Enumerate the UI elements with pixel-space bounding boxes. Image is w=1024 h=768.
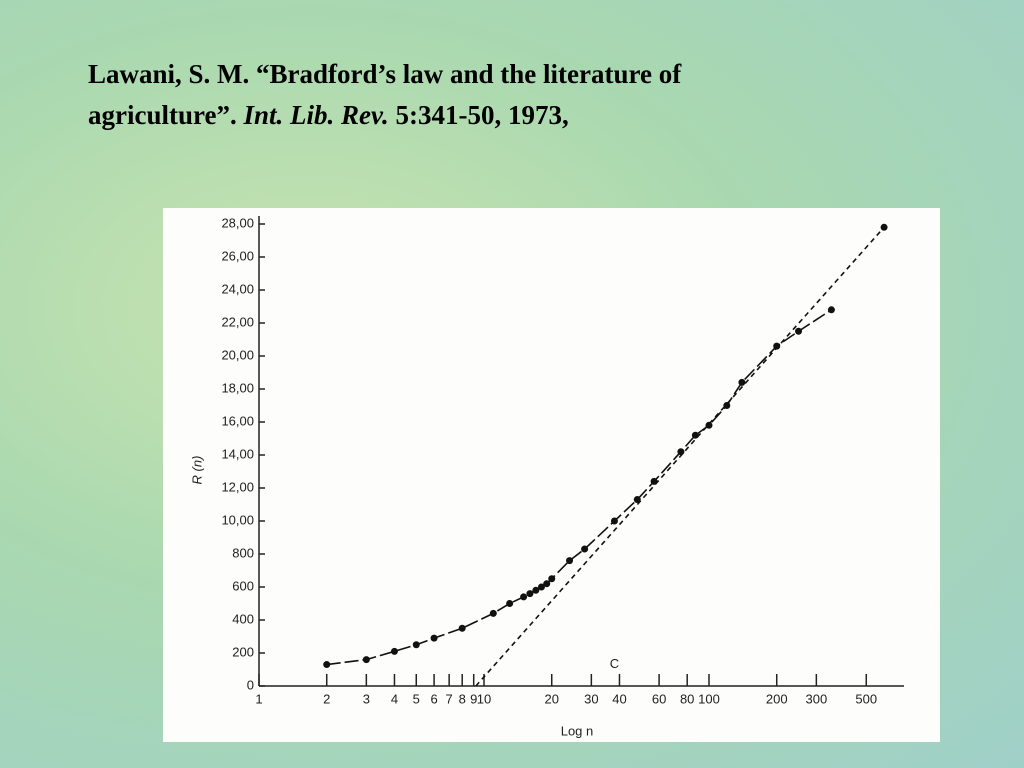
x-tick-label: 300 [806,691,828,706]
data-point [506,600,514,607]
y-tick-label: 28,00 [221,215,254,230]
data-point [430,634,438,642]
y-tick-label: 14,00 [221,446,254,461]
data-point [581,545,589,553]
data-point [610,517,618,525]
x-tick-label: 5 [413,691,420,706]
citation-text: 5:341-50, 1973, [395,100,569,130]
data-point [532,586,540,594]
y-tick-label: 24,00 [221,281,254,296]
data-point [633,496,641,504]
x-tick-label: 30 [584,691,598,706]
data-point [880,223,888,231]
data-point [548,575,556,583]
journal: Int. Lib. Rev. [243,100,389,130]
y-axis-label: R (n) [189,456,204,485]
data-point [677,448,685,456]
data-point [705,421,713,429]
citation-text: Lawani, S. M. “Bradford’s law and the li… [88,59,682,89]
x-tick-label: 200 [766,691,788,706]
chart-panel [163,208,940,742]
y-tick-label: 10,00 [221,512,254,527]
x-tick-label: 3 [363,691,370,706]
y-tick-label: 22,00 [221,314,254,329]
y-tick-label: 20,00 [221,347,254,362]
x-tick-label: 20 [544,691,558,706]
data-point [738,378,746,386]
data-point [827,306,835,314]
x-tick-label: 1 [255,691,262,706]
x-tick-label: 4 [391,691,398,706]
citation-line: agriculture”. Int. Lib. Rev. 5:341-50, 1… [88,95,681,136]
data-point [458,624,466,632]
data-point [489,609,497,617]
data-point [773,342,781,350]
y-tick-label: 800 [232,545,254,560]
data-point [795,327,803,335]
y-tick-label: 400 [232,611,254,626]
x-tick-label: 8 [459,691,466,706]
annotation: C [610,656,619,671]
y-tick-label: 26,00 [221,248,254,263]
y-tick-label: 0 [247,677,254,692]
x-tick-label: 80 [680,691,694,706]
data-point [362,656,370,664]
series-line [475,226,885,687]
data-point [723,402,731,409]
data-point [390,647,398,655]
y-tick-label: 16,00 [221,413,254,428]
citation-line: Lawani, S. M. “Bradford’s law and the li… [88,54,681,95]
x-tick-label: 6 [430,691,437,706]
data-point [543,580,551,588]
citation: Lawani, S. M. “Bradford’s law and the li… [88,54,681,136]
data-point [520,593,528,601]
y-tick-label: 12,00 [221,479,254,494]
data-point [323,661,331,669]
data-point [566,557,574,565]
citation-text: agriculture”. [88,100,237,130]
x-tick-label: 500 [855,691,877,706]
x-tick-label: 40 [612,691,626,706]
x-tick-label: 9 [470,691,477,706]
data-point [412,641,420,649]
data-point [537,583,545,591]
x-tick-label: 10 [477,691,491,706]
y-tick-label: 600 [232,578,254,593]
y-tick-label: 200 [232,644,254,659]
x-tick-label: 2 [323,691,330,706]
x-tick-label: 60 [652,691,666,706]
data-point [526,590,534,598]
y-tick-label: 18,00 [221,380,254,395]
x-axis-label: Log n [561,723,594,738]
x-tick-label: 100 [698,691,720,706]
x-tick-label: 7 [446,691,453,706]
